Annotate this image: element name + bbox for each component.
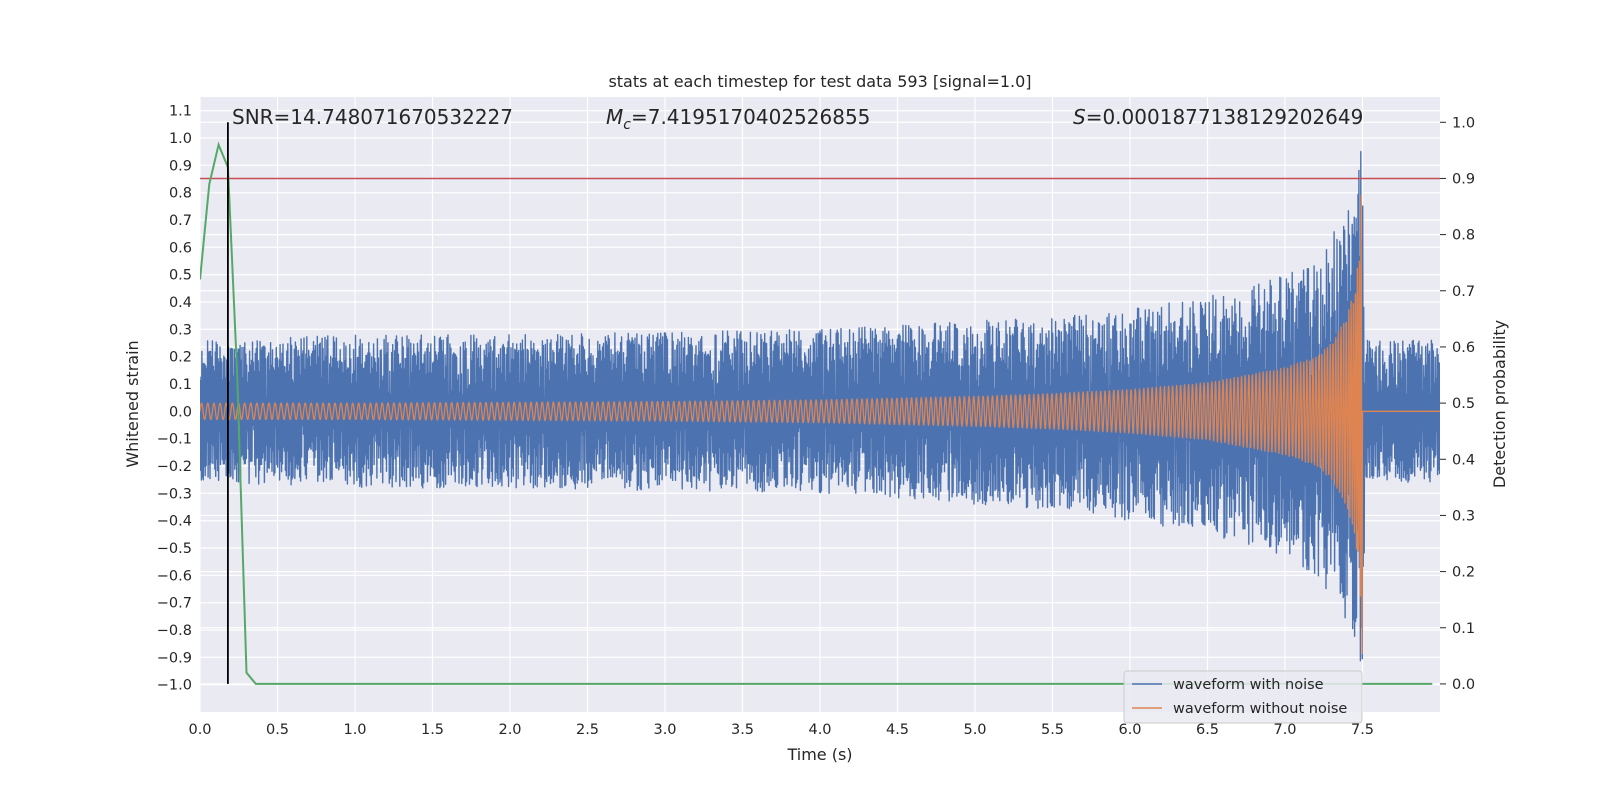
y2-tick-label: 0.9 [1452,171,1475,187]
y-tick-label: −0.9 [157,650,192,666]
y-tick-label: 0.6 [169,240,192,256]
y-tick-label: −1.0 [157,678,192,694]
y2-tick-label: 0.3 [1452,508,1475,524]
y-tick-label: −0.3 [157,486,192,502]
y-tick-label: −0.5 [157,541,192,557]
y-tick-label: −0.8 [157,623,192,639]
y-tick-label: 1.0 [169,131,192,147]
x-tick-label: 7.0 [1273,722,1296,738]
annotation-chirp-mass-subscript: c [623,117,631,133]
annotation-snr: SNR=14.748071670532227 [232,105,513,129]
y2-tick-label: 0.2 [1452,565,1475,581]
legend-box [1123,670,1363,724]
y-tick-label: −0.1 [157,432,192,448]
y2-tick-label: 0.0 [1452,677,1475,693]
x-tick-label: 1.0 [343,722,366,738]
x-tick-label: 3.5 [731,722,754,738]
y-tick-label: 0.0 [169,404,192,420]
annotation-chirp-mass-symbol: M [606,105,623,129]
legend-label-waveform-with-noise: waveform with noise [1173,677,1324,693]
series-waveform-with-noise [200,150,1440,662]
y-ticks: 1.1 1.0 0.9 0.8 0.7 0.6 0.5 0.4 0.3 0.2 0.1 0.0 −0.1… [157,104,192,694]
y-tick-label: 0.2 [169,350,192,366]
x-tick-label: 4.5 [886,722,909,738]
y-tick-label: −0.4 [157,514,192,530]
y2-tick-label: 1.0 [1452,115,1475,131]
y2-tick-label: 0.6 [1452,340,1475,356]
series-waveform-without-noise [200,194,1440,655]
y2-tick-label: 0.4 [1452,452,1475,468]
y-tick-label: −0.7 [157,596,192,612]
annotation-chirp-mass: Mc=7.4195170402526855 [606,105,870,133]
x-tick-label: 0.5 [266,722,289,738]
series-detection-probability [200,141,1433,685]
y2-tick-label: 0.5 [1452,396,1475,412]
y-tick-label: 0.5 [169,268,192,284]
y2-tick-label: 0.8 [1452,228,1475,244]
y2-axis-label: Detection probability [1490,320,1509,488]
y-tick-label: 1.1 [169,104,192,120]
chart-title: stats at each timestep for test data 593… [608,72,1031,91]
x-tick-label: 4.0 [808,722,831,738]
y-tick-label: 0.3 [169,322,192,338]
y-tick-label: 0.4 [169,295,192,311]
x-tick-label: 2.0 [498,722,521,738]
legend-label-waveform-without-noise: waveform without noise [1173,701,1347,717]
x-tick-label: 0.0 [188,722,211,738]
y-tick-label: 0.7 [169,213,192,229]
x-tick-label: 5.0 [963,722,986,738]
x-ticks: 0.0 0.5 1.0 1.5 2.0 2.5 3.0 3.5 4.0 4.5 5.0 5.5 6.0 6… [188,722,1374,738]
x-tick-label: 7.5 [1351,722,1374,738]
x-tick-label: 2.5 [576,722,599,738]
x-tick-label: 5.5 [1041,722,1064,738]
y-axis-label: Whitened strain [123,340,142,467]
y-tick-label: −0.2 [157,459,192,475]
x-tick-label: 1.5 [421,722,444,738]
x-axis-label: Time (s) [786,745,852,764]
x-tick-label: 6.0 [1118,722,1141,738]
y2-tick-label: 0.1 [1452,621,1475,637]
y-tick-label: 0.8 [169,186,192,202]
y-tick-label: 0.1 [169,377,192,393]
annotation-s-symbol: S [1073,105,1086,129]
y-tick-label: −0.6 [157,568,192,584]
annotation-chirp-mass-value: =7.4195170402526855 [631,105,870,129]
y2-tick-label: 0.7 [1452,284,1475,300]
legend: waveform with noise waveform without noi… [1123,670,1363,724]
y2-ticks: 1.0 0.9 0.8 0.7 0.6 0.5 0.4 0.3 0.2 0.1 0.0 [1440,115,1475,693]
annotation-s-value: =0.0001877138129202649 [1086,105,1364,129]
x-tick-label: 3.0 [653,722,676,738]
y-tick-label: 0.9 [169,158,192,174]
annotation-s: S=0.0001877138129202649 [1073,105,1363,129]
x-tick-label: 6.5 [1196,722,1219,738]
